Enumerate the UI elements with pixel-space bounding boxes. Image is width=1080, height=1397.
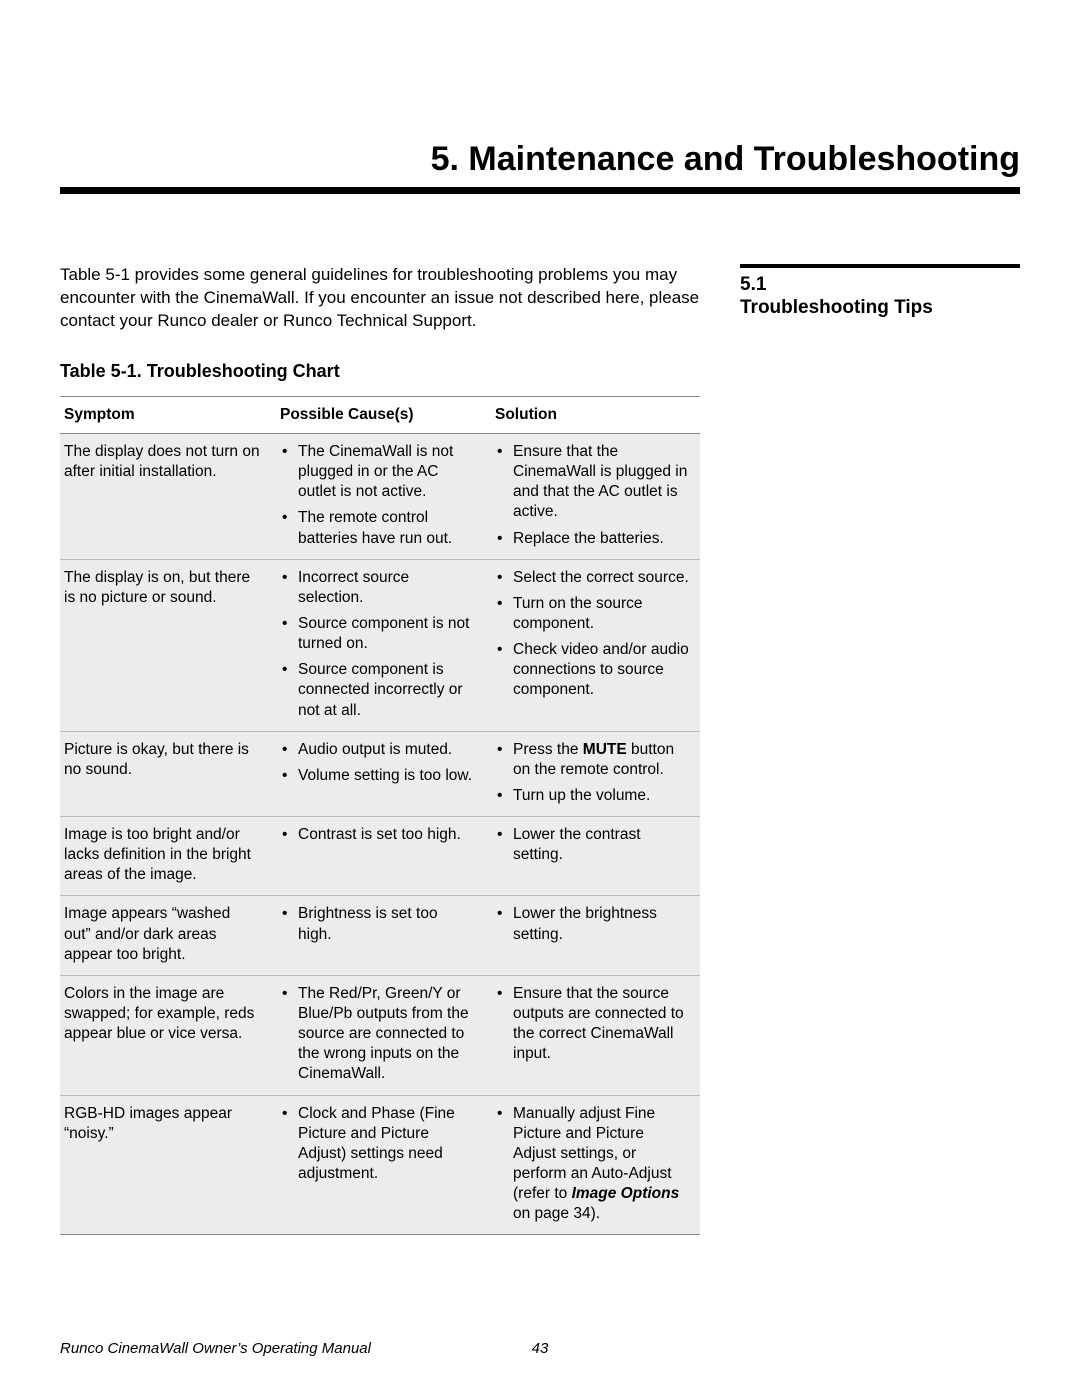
cause-item: Incorrect source selection. <box>280 568 475 608</box>
cause-item: Audio output is muted. <box>280 740 475 760</box>
symptom-cell: Picture is okay, but there is no sound. <box>60 731 270 816</box>
solution-item: Manually adjust Fine Picture and Picture… <box>495 1104 690 1225</box>
solution-item: Press the MUTE button on the remote cont… <box>495 740 690 780</box>
intro-paragraph: Table 5-1 provides some general guidelin… <box>60 264 710 333</box>
cause-cell: Clock and Phase (Fine Picture and Pictur… <box>270 1095 485 1235</box>
table-header-row: Symptom Possible Cause(s) Solution <box>60 396 700 433</box>
section-heading-block: 5.1 Troubleshooting Tips <box>740 264 1020 320</box>
solution-cell: Ensure that the CinemaWall is plugged in… <box>485 433 700 559</box>
cause-item: Source component is connected incorrectl… <box>280 660 475 720</box>
intro-row: Table 5-1 provides some general guidelin… <box>60 264 1020 333</box>
page-footer: Runco CinemaWall Owner’s Operating Manua… <box>60 1340 1020 1357</box>
section-rule <box>740 264 1020 268</box>
cause-cell: Audio output is muted. Volume setting is … <box>270 731 485 816</box>
solution-cell: Select the correct source. Turn on the so… <box>485 559 700 731</box>
cause-cell: The Red/Pr, Green/Y or Blue/Pb outputs f… <box>270 975 485 1095</box>
symptom-cell: Image appears “washed out” and/or dark a… <box>60 896 270 975</box>
table-caption: Table 5-1. Troubleshooting Chart <box>60 361 1020 382</box>
section-number: 5.1 <box>740 274 1020 297</box>
solution-cell: Manually adjust Fine Picture and Picture… <box>485 1095 700 1235</box>
solution-item: Select the correct source. <box>495 568 690 588</box>
table-row: Image is too bright and/or lacks definit… <box>60 817 700 896</box>
chapter-title: 5. Maintenance and Troubleshooting <box>60 140 1020 179</box>
solution-item: Lower the contrast setting. <box>495 825 690 865</box>
chapter-rule <box>60 187 1020 194</box>
header-cause: Possible Cause(s) <box>270 396 485 433</box>
solution-cell: Ensure that the source outputs are conne… <box>485 975 700 1095</box>
section-title: Troubleshooting Tips <box>740 297 1020 320</box>
symptom-cell: Image is too bright and/or lacks definit… <box>60 817 270 896</box>
cause-cell: Incorrect source selection. Source compon… <box>270 559 485 731</box>
footer-manual-title: Runco CinemaWall Owner’s Operating Manua… <box>60 1340 371 1357</box>
symptom-cell: Colors in the image are swapped; for exa… <box>60 975 270 1095</box>
cause-item: The CinemaWall is not plugged in or the … <box>280 442 475 502</box>
symptom-cell: RGB-HD images appear “noisy.” <box>60 1095 270 1235</box>
footer-page-number: 43 <box>532 1340 549 1357</box>
troubleshooting-table: Symptom Possible Cause(s) Solution The d… <box>60 396 700 1236</box>
table-row: Colors in the image are swapped; for exa… <box>60 975 700 1095</box>
cause-item: The remote control batteries have run ou… <box>280 508 475 548</box>
table-row: Image appears “washed out” and/or dark a… <box>60 896 700 975</box>
table-row: The display is on, but there is no pictu… <box>60 559 700 731</box>
cause-item: Contrast is set too high. <box>280 825 475 845</box>
cause-item: Brightness is set too high. <box>280 904 475 944</box>
solution-item: Turn up the volume. <box>495 786 690 806</box>
symptom-cell: The display does not turn on after initi… <box>60 433 270 559</box>
table-row: The display does not turn on after initi… <box>60 433 700 559</box>
table-row: RGB-HD images appear “noisy.”Clock and P… <box>60 1095 700 1235</box>
solution-cell: Press the MUTE button on the remote cont… <box>485 731 700 816</box>
cause-cell: The CinemaWall is not plugged in or the … <box>270 433 485 559</box>
solution-item: Check video and/or audio connections to … <box>495 640 690 700</box>
cause-item: The Red/Pr, Green/Y or Blue/Pb outputs f… <box>280 984 475 1085</box>
solution-item: Lower the brightness setting. <box>495 904 690 944</box>
cause-cell: Brightness is set too high. <box>270 896 485 975</box>
solution-item: Ensure that the CinemaWall is plugged in… <box>495 442 690 523</box>
solution-item: Ensure that the source outputs are conne… <box>495 984 690 1065</box>
cause-cell: Contrast is set too high. <box>270 817 485 896</box>
cause-item: Clock and Phase (Fine Picture and Pictur… <box>280 1104 475 1185</box>
cause-item: Source component is not turned on. <box>280 614 475 654</box>
solution-cell: Lower the contrast setting. <box>485 817 700 896</box>
header-solution: Solution <box>485 396 700 433</box>
solution-cell: Lower the brightness setting. <box>485 896 700 975</box>
symptom-cell: The display is on, but there is no pictu… <box>60 559 270 731</box>
header-symptom: Symptom <box>60 396 270 433</box>
solution-item: Replace the batteries. <box>495 529 690 549</box>
cause-item: Volume setting is too low. <box>280 766 475 786</box>
solution-item: Turn on the source component. <box>495 594 690 634</box>
table-row: Picture is okay, but there is no sound.A… <box>60 731 700 816</box>
